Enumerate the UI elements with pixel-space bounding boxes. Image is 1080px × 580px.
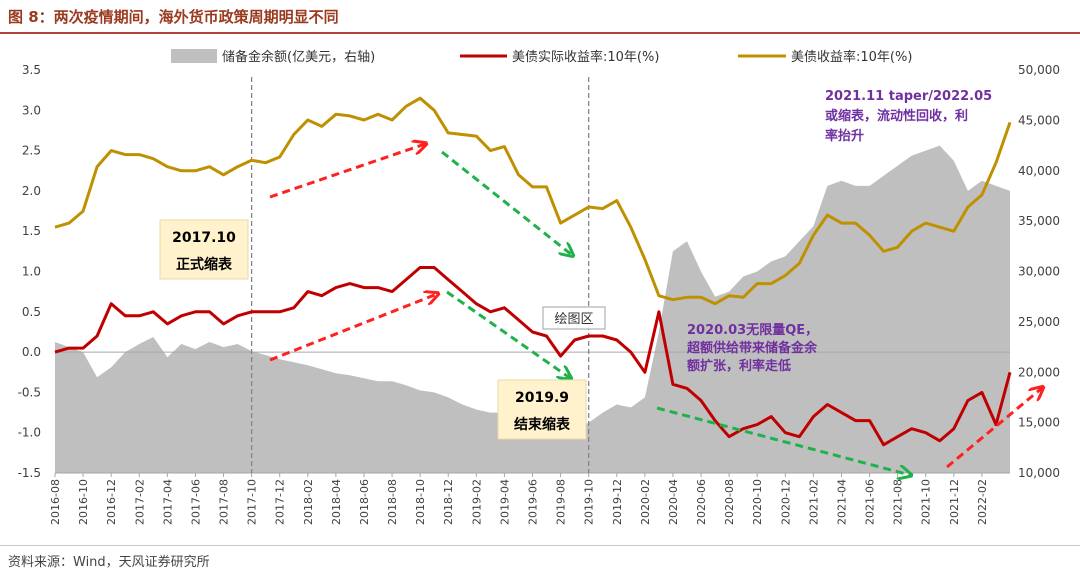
- x-tick-8: 2017-12: [274, 479, 287, 525]
- callout-2017-line-1: 正式缩表: [176, 256, 233, 273]
- title-bar: 图 8：两次疫情期间，海外货币政策周期明显不同: [0, 0, 1080, 32]
- legend-label-reserves: 储备金余额(亿美元，右轴): [222, 49, 375, 65]
- x-tick-25: 2020-10: [751, 479, 764, 525]
- y-left-tick-5: 1.0: [22, 265, 41, 279]
- x-tick-33: 2022-02: [976, 479, 989, 525]
- legend-label-nominal-yield: 美债收益率:10年(%): [791, 49, 912, 65]
- x-tick-29: 2021-06: [864, 479, 877, 525]
- arrow-red-2022-real: [946, 388, 1042, 469]
- x-tick-7: 2017-10: [246, 479, 259, 525]
- x-tick-20: 2019-12: [611, 479, 624, 525]
- y-right-tick-1: 15,000: [1018, 416, 1060, 430]
- x-tick-5: 2017-06: [189, 479, 202, 525]
- y-right-tick-6: 40,000: [1018, 164, 1060, 178]
- x-tick-2: 2016-12: [105, 479, 118, 525]
- x-tick-16: 2019-04: [498, 479, 511, 525]
- y-left-tick-4: 0.5: [22, 305, 41, 319]
- x-tick-19: 2019-10: [583, 479, 596, 525]
- annotation-2021-line-2: 率抬升: [825, 128, 864, 144]
- y-right-tick-8: 50,000: [1018, 63, 1060, 77]
- legend-swatch-reserves: [171, 49, 217, 63]
- y-left-tick-3: 0.0: [22, 345, 41, 359]
- title-underline: [0, 32, 1080, 34]
- y-right-tick-3: 25,000: [1018, 315, 1060, 329]
- x-tick-23: 2020-06: [695, 479, 708, 525]
- annotation-2020-line-1: 超额供给带来储备金余: [687, 340, 818, 356]
- real-yield-line: [54, 266, 1012, 447]
- arrow-green-2019-real: [446, 290, 570, 378]
- y-right-tick-4: 30,000: [1018, 265, 1060, 279]
- callout-2019-line-0: 2019.9: [515, 390, 569, 406]
- source-note: 资料来源：Wind，天风证券研究所: [8, 555, 210, 570]
- figure-title: 图 8：两次疫情期间，海外货币政策周期明显不同: [8, 8, 339, 26]
- footer-divider: [0, 545, 1080, 546]
- x-tick-21: 2020-02: [639, 479, 652, 525]
- y-left-tick-0: -1.5: [18, 466, 41, 480]
- x-tick-1: 2016-10: [77, 479, 90, 525]
- x-tick-4: 2017-04: [161, 479, 174, 525]
- x-tick-18: 2019-08: [555, 479, 568, 525]
- plot-area-tooltip-box: [542, 306, 606, 330]
- plot-area-tooltip-label: 绘图区: [554, 312, 593, 327]
- x-tick-0: 2016-08: [49, 479, 62, 525]
- callout-2019-line-1: 结束缩表: [514, 416, 571, 433]
- arrow-red-2018-nominal: [269, 144, 425, 199]
- x-tick-3: 2017-02: [133, 479, 146, 525]
- nominal-yield-line: [54, 96, 1012, 306]
- x-tick-30: 2021-08: [892, 479, 905, 525]
- y-left-tick-7: 2.0: [22, 184, 41, 198]
- arrow-green-2020-real: [656, 406, 910, 475]
- x-tick-17: 2019-06: [527, 479, 540, 525]
- x-tick-12: 2018-08: [386, 479, 399, 525]
- x-tick-6: 2017-08: [218, 479, 231, 525]
- x-tick-28: 2021-04: [835, 479, 848, 525]
- x-tick-32: 2021-12: [948, 479, 961, 525]
- arrow-green-2019-nominal: [441, 150, 572, 255]
- x-tick-22: 2020-04: [667, 479, 680, 525]
- annotation-2021-line-1: 或缩表，流动性回收，利: [825, 108, 968, 124]
- x-tick-10: 2018-04: [330, 479, 343, 525]
- y-left-tick-9: 3.0: [22, 103, 41, 117]
- y-right-tick-7: 45,000: [1018, 113, 1060, 127]
- x-tick-15: 2019-02: [470, 479, 483, 525]
- callout-2019-box: [497, 379, 587, 440]
- x-tick-11: 2018-06: [358, 479, 371, 525]
- annotation-2021-line-0: 2021.11 taper/2022.05: [825, 89, 992, 104]
- chart: -1.5 -1.0 -0.5 0.0 0.5 1.0 1.5 2.0 2.5 3.0 3.5 10,0…: [18, 49, 1060, 525]
- x-tick-14: 2018-12: [442, 479, 455, 525]
- x-tick-27: 2021-02: [807, 479, 820, 525]
- annotation-2020-line-0: 2020.03无限量QE，: [687, 323, 818, 338]
- legend-label-real-yield: 美债实际收益率:10年(%): [512, 49, 659, 65]
- x-tick-24: 2020-08: [723, 479, 736, 525]
- x-tick-26: 2020-12: [779, 479, 792, 525]
- x-tick-13: 2018-10: [414, 479, 427, 525]
- y-left-tick-1: -1.0: [18, 426, 41, 440]
- callout-2017-box: [159, 219, 249, 280]
- annotation-2020-line-2: 额扩张，利率走低: [687, 358, 791, 374]
- y-right-tick-2: 20,000: [1018, 365, 1060, 379]
- callout-2017-line-0: 2017.10: [172, 230, 236, 246]
- reserves-area: [55, 145, 1010, 473]
- x-tick-31: 2021-10: [920, 479, 933, 525]
- y-right-tick-5: 35,000: [1018, 214, 1060, 228]
- y-left-tick-10: 3.5: [22, 63, 41, 77]
- y-right-tick-0: 10,000: [1018, 466, 1060, 480]
- y-left-tick-6: 1.5: [22, 224, 41, 238]
- arrow-red-2018-real: [269, 294, 437, 362]
- x-tick-9: 2018-02: [302, 479, 315, 525]
- y-left-tick-2: -0.5: [18, 385, 41, 399]
- y-left-tick-8: 2.5: [22, 144, 41, 158]
